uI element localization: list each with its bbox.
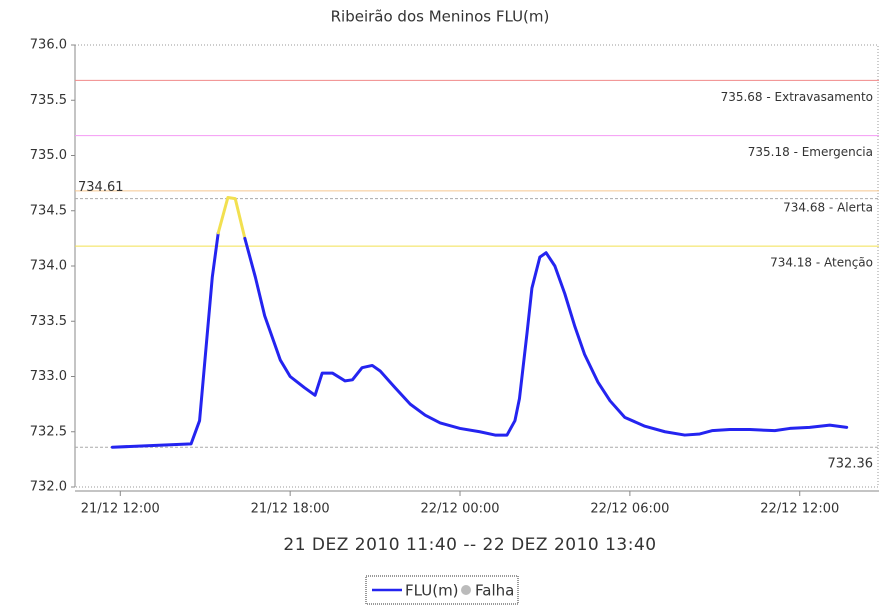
data-line bbox=[243, 236, 849, 437]
y-tick-label: 732.0 bbox=[30, 480, 67, 495]
x-tick-label: 22/12 06:00 bbox=[590, 502, 669, 517]
data-line bbox=[216, 195, 247, 240]
plot-frame bbox=[74, 44, 879, 488]
x-tick-label: 21/12 18:00 bbox=[251, 502, 330, 517]
y-tick-label: 735.0 bbox=[30, 148, 67, 163]
data-line bbox=[110, 231, 220, 449]
y-tick-label: 733.5 bbox=[30, 314, 67, 329]
x-tick-label: 21/12 12:00 bbox=[81, 502, 160, 517]
x-tick-label: 22/12 00:00 bbox=[420, 502, 499, 517]
legend-label: Falha bbox=[475, 582, 514, 600]
reference-label: 732.36 bbox=[828, 457, 874, 472]
y-tick-label: 734.0 bbox=[30, 259, 67, 274]
legend-label: FLU(m) bbox=[405, 582, 459, 600]
threshold-label: 734.18 - Atenção bbox=[770, 256, 873, 270]
threshold-label: 734.68 - Alerta bbox=[783, 200, 873, 214]
y-tick-label: 733.0 bbox=[30, 369, 67, 384]
y-tick-label: 736.0 bbox=[30, 38, 67, 53]
y-tick-label: 735.5 bbox=[30, 93, 67, 108]
legend-swatch bbox=[461, 585, 471, 595]
y-tick-label: 734.5 bbox=[30, 203, 67, 218]
chart-title: Ribeirão dos Meninos FLU(m) bbox=[331, 8, 550, 26]
y-tick-label: 732.5 bbox=[30, 424, 67, 439]
threshold-label: 735.68 - Extravasamento bbox=[721, 90, 873, 104]
reference-label: 734.61 bbox=[78, 180, 124, 195]
threshold-label: 735.18 - Emergencia bbox=[748, 145, 873, 159]
x-axis-label: 21 DEZ 2010 11:40 -- 22 DEZ 2010 13:40 bbox=[283, 535, 656, 555]
x-tick-label: 22/12 12:00 bbox=[760, 502, 839, 517]
